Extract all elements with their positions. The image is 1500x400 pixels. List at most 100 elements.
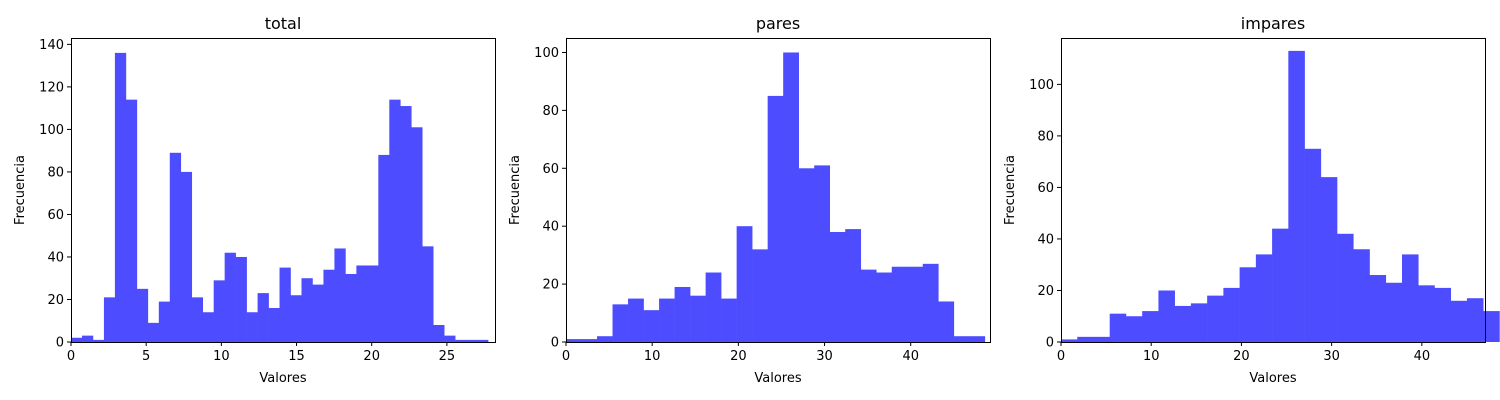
histogram-bar bbox=[1450, 300, 1468, 342]
y-tick-label: 80 bbox=[47, 165, 64, 180]
histogram-bar bbox=[147, 322, 160, 342]
histogram-bar bbox=[628, 298, 644, 342]
histogram-bar bbox=[345, 273, 357, 342]
histogram-bar bbox=[312, 284, 324, 342]
histogram-bar bbox=[876, 272, 893, 342]
chart-title: total bbox=[265, 14, 302, 33]
histogram-bar bbox=[477, 339, 489, 342]
histogram-bar bbox=[1077, 336, 1094, 342]
chart-title: impares bbox=[1241, 14, 1305, 33]
histogram-bar bbox=[1125, 316, 1143, 342]
histogram-bar bbox=[597, 336, 613, 342]
histogram-bar bbox=[246, 312, 258, 342]
histogram-bar bbox=[367, 265, 379, 342]
y-tick-label: 0 bbox=[56, 336, 64, 351]
histogram-bar bbox=[279, 267, 291, 342]
histogram-bar bbox=[1466, 298, 1484, 342]
histogram-bar bbox=[1434, 287, 1452, 342]
histogram-bar bbox=[433, 324, 445, 342]
histogram-bar bbox=[213, 280, 225, 342]
y-tick-label: 20 bbox=[47, 293, 64, 308]
histogram-bar bbox=[705, 272, 722, 342]
x-tick-label: 15 bbox=[288, 349, 305, 364]
chart-title: pares bbox=[756, 14, 800, 33]
histogram-bars bbox=[71, 52, 489, 343]
y-tick-label: 80 bbox=[1037, 129, 1054, 144]
y-axis-label: Frecuencia bbox=[508, 155, 523, 225]
histogram-bar bbox=[81, 335, 94, 342]
histogram-bar bbox=[378, 154, 390, 342]
histogram-bar bbox=[323, 269, 335, 342]
histogram-bar bbox=[1142, 311, 1159, 342]
histogram-bar bbox=[612, 304, 629, 342]
histogram-bar bbox=[92, 339, 105, 342]
histogram-bar bbox=[71, 337, 83, 342]
histogram-bar bbox=[907, 266, 924, 342]
axes-frame bbox=[71, 38, 496, 343]
histogram-bar bbox=[659, 298, 675, 342]
y-tick-label: 100 bbox=[39, 123, 64, 138]
histogram-bar bbox=[1385, 282, 1403, 342]
histogram-bar bbox=[1239, 267, 1257, 342]
y-tick-label: 20 bbox=[1037, 284, 1054, 299]
histogram-bar bbox=[125, 99, 138, 342]
x-tick-label: 10 bbox=[213, 349, 230, 364]
y-tick-label: 0 bbox=[551, 336, 559, 351]
histogram-bar bbox=[400, 106, 412, 342]
y-tick-label: 120 bbox=[39, 80, 64, 95]
histogram-bar bbox=[136, 288, 149, 342]
histogram-bar bbox=[1337, 233, 1354, 342]
histogram-bar bbox=[845, 229, 862, 342]
x-tick-label: 20 bbox=[1233, 349, 1250, 364]
histogram-bar bbox=[1174, 305, 1192, 342]
histogram-bar bbox=[169, 152, 182, 342]
axes-frame bbox=[1061, 38, 1486, 343]
histogram-bar bbox=[860, 269, 877, 342]
histogram-bar bbox=[180, 171, 193, 342]
histogram-bar bbox=[455, 339, 467, 342]
histogram-bar bbox=[798, 168, 815, 342]
histogram-bar bbox=[891, 266, 908, 342]
histogram-bar bbox=[767, 95, 784, 343]
histogram-bar bbox=[1158, 290, 1175, 342]
histogram-bar bbox=[581, 339, 598, 342]
histogram-bar bbox=[1061, 339, 1078, 342]
x-axis-label: Valores bbox=[754, 371, 801, 386]
x-axis-label: Valores bbox=[1249, 371, 1296, 386]
histogram-bar bbox=[1093, 336, 1111, 342]
x-tick-label: 20 bbox=[730, 349, 747, 364]
histogram-bar bbox=[566, 339, 582, 342]
histogram-bar bbox=[158, 301, 171, 342]
histogram-bar bbox=[1483, 311, 1500, 342]
x-tick-label: 5 bbox=[142, 349, 150, 364]
chart-panel-total: 0 5 10 15 20 25 0 20 40 60 80 100 120 140 total Valores… bbox=[13, 14, 496, 386]
histogram-bar bbox=[268, 307, 280, 342]
histogram-bar bbox=[466, 339, 478, 342]
histogram-bar bbox=[235, 256, 247, 342]
y-tick-label: 20 bbox=[542, 278, 559, 293]
x-tick-label: 10 bbox=[644, 349, 661, 364]
histogram-bars bbox=[566, 52, 986, 343]
x-tick-label: 40 bbox=[902, 349, 919, 364]
histogram-bar bbox=[411, 127, 423, 342]
histogram-bar bbox=[1320, 177, 1338, 342]
y-tick-label: 40 bbox=[542, 220, 559, 235]
x-tick-label: 10 bbox=[1143, 349, 1160, 364]
y-tick-label: 60 bbox=[542, 162, 559, 177]
y-axis-label: Frecuencia bbox=[1003, 155, 1018, 225]
histogram-bar bbox=[1190, 303, 1208, 342]
histogram-bar bbox=[1109, 313, 1127, 342]
y-tick-label: 80 bbox=[542, 104, 559, 119]
histogram-bar bbox=[334, 248, 346, 342]
x-tick-label: 40 bbox=[1414, 349, 1431, 364]
histogram-bar bbox=[257, 293, 269, 342]
x-tick-label: 0 bbox=[562, 349, 570, 364]
y-tick-label: 40 bbox=[47, 250, 64, 265]
histogram-bar bbox=[721, 298, 737, 342]
histogram-bar bbox=[643, 310, 660, 342]
histogram-bar bbox=[191, 297, 204, 342]
histogram-bars bbox=[1061, 50, 1500, 343]
y-tick-label: 140 bbox=[39, 38, 64, 53]
